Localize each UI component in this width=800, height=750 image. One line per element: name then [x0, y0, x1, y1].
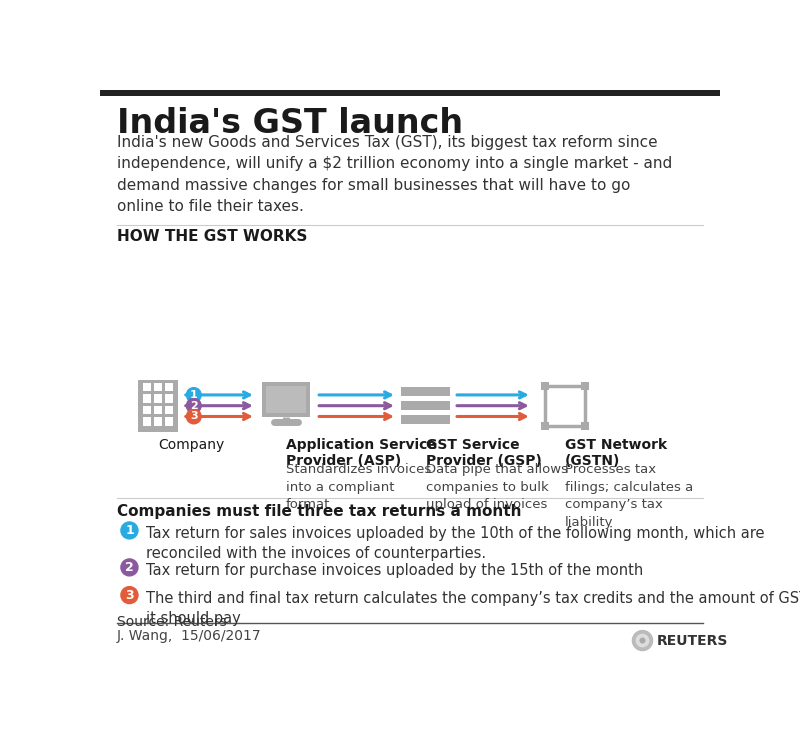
Circle shape — [186, 388, 201, 402]
FancyBboxPatch shape — [262, 382, 310, 417]
Text: Tax return for sales invoices uploaded by the 10th of the following month, which: Tax return for sales invoices uploaded b… — [146, 526, 765, 561]
Text: Application Service
Provider (ASP): Application Service Provider (ASP) — [286, 438, 437, 468]
Bar — [100, 90, 720, 96]
Circle shape — [121, 586, 138, 604]
FancyBboxPatch shape — [143, 417, 151, 426]
Text: J. Wang,  15/06/2017: J. Wang, 15/06/2017 — [117, 629, 262, 643]
FancyBboxPatch shape — [582, 422, 589, 430]
FancyBboxPatch shape — [266, 386, 306, 413]
Circle shape — [640, 638, 645, 643]
Text: Tax return for purchase invoices uploaded by the 15th of the month: Tax return for purchase invoices uploade… — [146, 562, 644, 578]
Text: 1: 1 — [125, 524, 134, 537]
Text: 2: 2 — [190, 400, 198, 411]
FancyBboxPatch shape — [143, 394, 151, 403]
Text: India's GST launch: India's GST launch — [117, 107, 463, 140]
FancyBboxPatch shape — [541, 422, 549, 430]
FancyBboxPatch shape — [154, 406, 162, 414]
FancyBboxPatch shape — [582, 382, 589, 389]
Text: India's new Goods and Services Tax (GST), its biggest tax reform since
independe: India's new Goods and Services Tax (GST)… — [117, 135, 672, 214]
FancyBboxPatch shape — [402, 387, 450, 397]
Circle shape — [121, 559, 138, 576]
Circle shape — [186, 410, 201, 424]
Text: Companies must file three tax returns a month: Companies must file three tax returns a … — [117, 504, 522, 519]
Text: 3: 3 — [125, 589, 134, 602]
Text: Standardizes invoices
into a compliant
format: Standardizes invoices into a compliant f… — [286, 464, 431, 512]
Text: REUTERS: REUTERS — [657, 634, 728, 647]
FancyBboxPatch shape — [143, 382, 151, 391]
Circle shape — [633, 631, 653, 650]
FancyBboxPatch shape — [165, 382, 173, 391]
Text: GST Service
Provider (GSP): GST Service Provider (GSP) — [426, 438, 542, 468]
FancyBboxPatch shape — [165, 417, 173, 426]
FancyBboxPatch shape — [165, 406, 173, 414]
Text: GST Network
(GSTN): GST Network (GSTN) — [565, 438, 667, 468]
FancyBboxPatch shape — [143, 406, 151, 414]
FancyBboxPatch shape — [402, 415, 450, 424]
Text: The third and final tax return calculates the company’s tax credits and the amou: The third and final tax return calculate… — [146, 590, 800, 626]
Text: 2: 2 — [125, 561, 134, 574]
Text: Data pipe that allows
companies to bulk
upload of invoices: Data pipe that allows companies to bulk … — [426, 464, 567, 512]
Text: 1: 1 — [190, 390, 198, 400]
FancyBboxPatch shape — [154, 394, 162, 403]
Text: 3: 3 — [190, 412, 198, 422]
FancyBboxPatch shape — [165, 394, 173, 403]
Circle shape — [186, 398, 201, 413]
Circle shape — [121, 522, 138, 539]
FancyBboxPatch shape — [541, 382, 549, 389]
FancyBboxPatch shape — [402, 401, 450, 410]
FancyBboxPatch shape — [154, 382, 162, 391]
Circle shape — [636, 634, 649, 646]
Text: Source: Reuters: Source: Reuters — [117, 615, 227, 629]
FancyBboxPatch shape — [154, 417, 162, 426]
FancyBboxPatch shape — [545, 386, 585, 426]
Text: HOW THE GST WORKS: HOW THE GST WORKS — [117, 229, 307, 244]
FancyBboxPatch shape — [138, 380, 178, 432]
Text: Company: Company — [158, 438, 224, 452]
Text: Processes tax
filings; calculates a
company’s tax
liability: Processes tax filings; calculates a comp… — [565, 464, 694, 529]
